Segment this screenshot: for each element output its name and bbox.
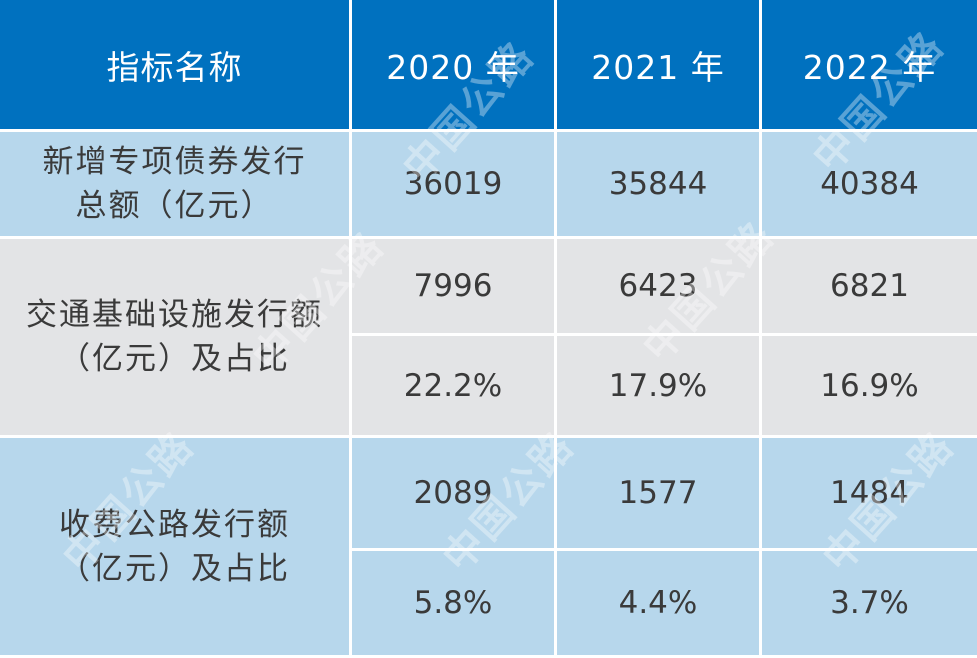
header-row: 指标名称 2020 年 2021 年 2022 年 — [0, 0, 977, 132]
row-label-line: 新增专项债券发行 — [42, 144, 307, 180]
cell-value: 7996 — [352, 239, 557, 336]
cell-value: 35844 — [557, 132, 762, 239]
cell-value: 36019 — [352, 132, 557, 239]
row-label-line: 总额（亿元） — [75, 188, 274, 224]
cell-share: 3.7% — [762, 551, 977, 658]
cell-share: 4.4% — [557, 551, 762, 658]
cell-value: 6423 — [557, 239, 762, 336]
header-year-2020: 2020 年 — [352, 0, 557, 132]
cell-share: 22.2% — [352, 336, 557, 438]
row-label-line: （亿元）及占比 — [59, 341, 290, 377]
cell-share: 16.9% — [762, 336, 977, 438]
row-label-line: 收费公路发行额 — [59, 506, 290, 543]
cell-share: 17.9% — [557, 336, 762, 438]
row-label-line: （亿元）及占比 — [59, 550, 290, 587]
cell-value: 1484 — [762, 438, 977, 551]
header-year-2022: 2022 年 — [762, 0, 977, 132]
cell-value: 40384 — [762, 132, 977, 239]
cell-value: 1577 — [557, 438, 762, 551]
cell-value: 6821 — [762, 239, 977, 336]
table-row: 新增专项债券发行 总额（亿元） 36019 35844 40384 — [0, 132, 977, 239]
cell-share: 5.8% — [352, 551, 557, 658]
header-year-2021: 2021 年 — [557, 0, 762, 132]
row-label-special-bonds: 新增专项债券发行 总额（亿元） — [0, 132, 352, 239]
table-row: 22.2% 17.9% 16.9% — [0, 336, 977, 438]
table-row: 5.8% 4.4% 3.7% — [0, 551, 977, 658]
row-label-transport-infra: 交通基础设施发行额 （亿元）及占比 — [0, 239, 352, 438]
header-indicator-name: 指标名称 — [0, 0, 352, 132]
cell-value: 2089 — [352, 438, 557, 551]
table-row: 收费公路发行额 （亿元）及占比 2089 1577 1484 — [0, 438, 977, 658]
row-label-toll-roads: 收费公路发行额 （亿元）及占比 — [0, 438, 352, 658]
table-row: 交通基础设施发行额 （亿元）及占比 7996 6423 6821 — [0, 239, 977, 438]
row-label-line: 交通基础设施发行额 — [26, 297, 323, 333]
